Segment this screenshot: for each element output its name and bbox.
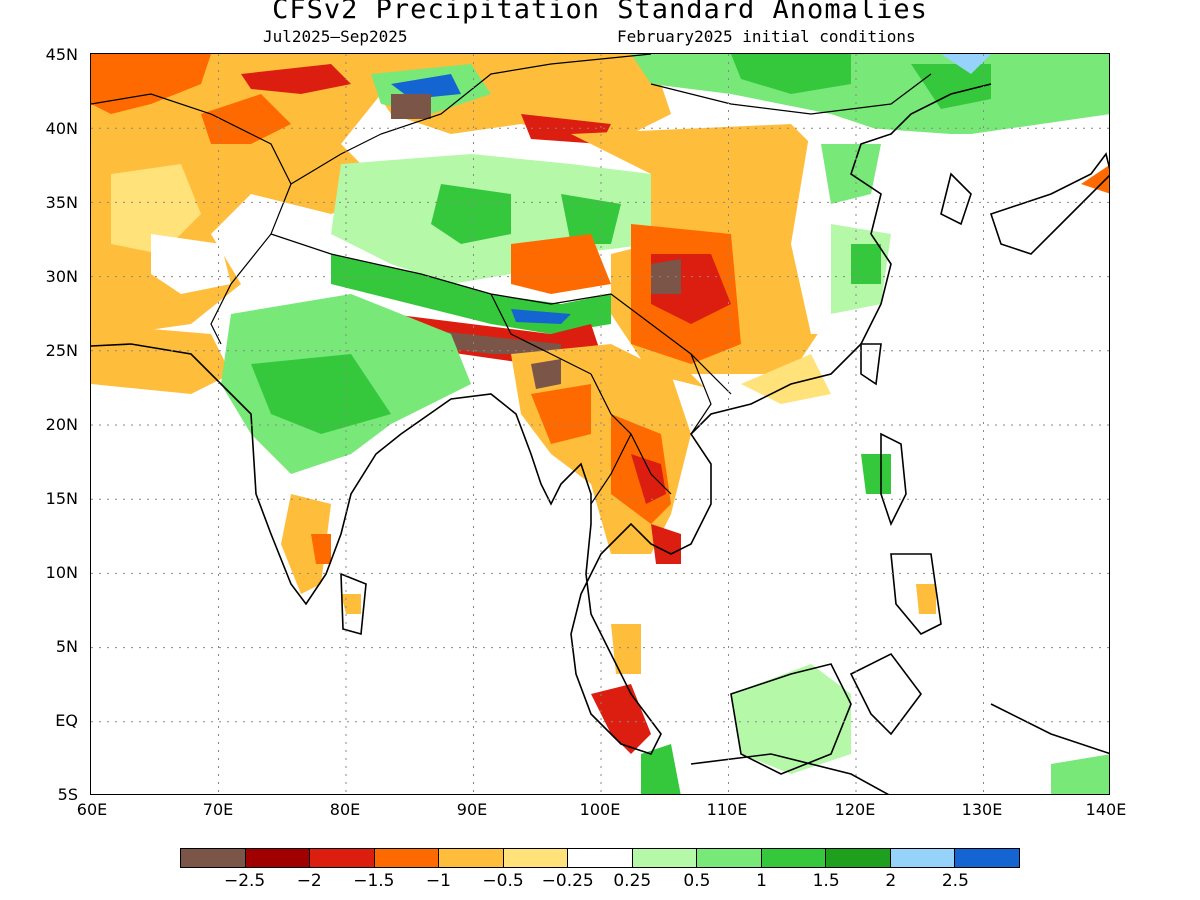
map-frame xyxy=(90,53,1110,795)
colorbar-tick-label: −0.25 xyxy=(541,871,594,891)
lat-label-10n: 10N xyxy=(45,563,78,582)
lat-label-45n: 45N xyxy=(45,45,78,64)
colorbar-swatch xyxy=(503,849,569,867)
colorbar-swatch xyxy=(697,849,762,867)
lat-label-5n: 5N xyxy=(55,637,78,656)
colorbar-tick-label: −2 xyxy=(296,871,322,891)
lon-label-60e: 60E xyxy=(76,800,108,819)
colorbar-tick-label: 2.5 xyxy=(941,871,969,891)
colorbar-swatch xyxy=(568,849,633,867)
colorbar-tick-label: −2.5 xyxy=(223,871,266,891)
colorbar-swatch xyxy=(374,849,440,867)
lat-label-35n: 35N xyxy=(45,193,78,212)
map-title: CFSv2 Precipitation Standard Anomalies xyxy=(272,0,928,25)
colorbar-tick-label: 1.5 xyxy=(812,871,840,891)
colorbar-tick-label: 1 xyxy=(756,871,767,891)
initial-conditions: February2025 initial conditions xyxy=(617,27,916,46)
lon-label-140e: 140E xyxy=(1085,800,1127,819)
colorbar-swatch xyxy=(439,849,504,867)
colorbar-tick-label: 0.5 xyxy=(683,871,711,891)
colorbar-swatch xyxy=(761,849,827,867)
forecast-period: Jul2025–Sep2025 xyxy=(263,27,408,46)
lat-label-25n: 25N xyxy=(45,341,78,360)
lat-label-40n: 40N xyxy=(45,119,78,138)
colorbar-swatch xyxy=(245,849,311,867)
lon-label-130e: 130E xyxy=(961,800,1003,819)
lon-label-100e: 100E xyxy=(579,800,621,819)
precip-anomaly-map xyxy=(91,54,1109,794)
colorbar-swatch xyxy=(955,849,1019,867)
coastlines xyxy=(91,83,1109,794)
anomaly-fields xyxy=(91,54,1109,794)
colorbar-swatch xyxy=(826,849,891,867)
colorbar-tick-label: −0.5 xyxy=(482,871,524,891)
colorbar-tick-label: 0.25 xyxy=(613,871,652,891)
lat-label-5s: 5S xyxy=(57,785,78,804)
lat-label-20n: 20N xyxy=(45,415,78,434)
colorbar-tick-label: −1.5 xyxy=(353,871,395,891)
lon-label-110e: 110E xyxy=(706,800,748,819)
colorbar-swatch xyxy=(632,849,698,867)
colorbar-tick-label: 2 xyxy=(885,871,897,891)
colorbar xyxy=(180,848,1020,868)
lat-label-30n: 30N xyxy=(45,267,78,286)
lon-label-70e: 70E xyxy=(202,800,234,819)
colorbar-swatch xyxy=(310,849,375,867)
lon-label-80e: 80E xyxy=(329,800,361,819)
colorbar-tick-label: −1 xyxy=(425,871,451,891)
graticule xyxy=(91,54,1109,794)
lat-label-15n: 15N xyxy=(45,489,78,508)
lon-label-90e: 90E xyxy=(456,800,488,819)
lat-label-eq: EQ xyxy=(55,711,78,730)
colorbar-swatch xyxy=(890,849,956,867)
country-borders xyxy=(91,54,932,505)
colorbar-swatch xyxy=(181,849,246,867)
lon-label-120e: 120E xyxy=(834,800,876,819)
